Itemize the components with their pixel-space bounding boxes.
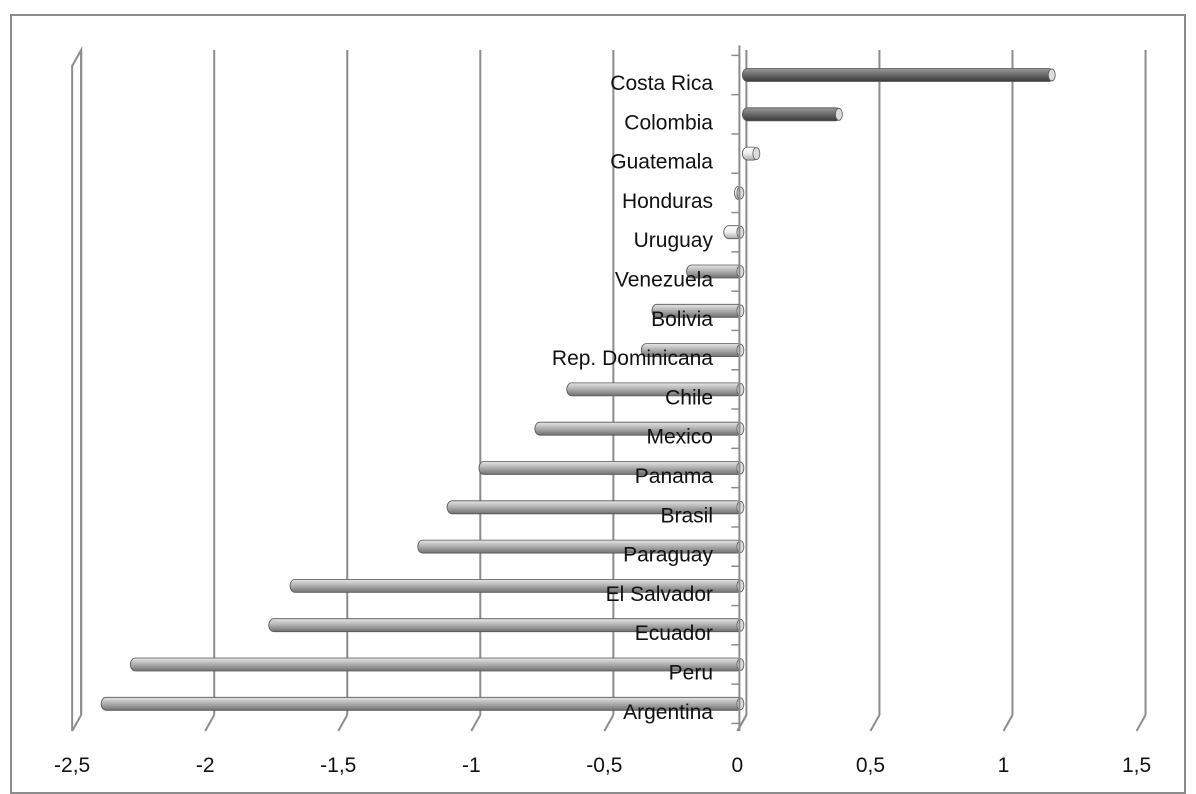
category-label-honduras: Honduras [622, 190, 713, 213]
category-label-guatemala: Guatemala [610, 151, 713, 174]
category-label-colombia: Colombia [624, 111, 713, 134]
x-tick-labels: -2,5 -2 -1,5 -1 -0,5 0 0,5 1 1,5 [54, 754, 1151, 777]
x-tick-label: -1,5 [320, 754, 356, 777]
category-label-mexico: Mexico [646, 426, 713, 449]
category-label-panama: Panama [635, 465, 714, 488]
category-label-ecuador: Ecuador [635, 622, 713, 645]
floor-grid-segment [71, 714, 83, 732]
bar-colombia [742, 107, 843, 122]
category-label-venezuela: Venezuela [615, 269, 713, 292]
x-tick-label: 0 [732, 754, 744, 777]
bars [100, 68, 1056, 711]
bar-uruguay [723, 225, 745, 240]
bar-panama [478, 461, 745, 475]
bar-argentina [100, 696, 745, 711]
category-label-uruguay: Uruguay [634, 229, 714, 252]
floor-grid-segment [204, 714, 216, 732]
floor-grid-segment [869, 714, 881, 732]
floor-grid-segment [470, 714, 482, 732]
x-tick-label: -2 [196, 754, 215, 777]
floor-grid-segment [1002, 714, 1014, 732]
x-tick-label: 1 [998, 754, 1010, 777]
category-label-brasil: Brasil [660, 504, 713, 527]
floor-grid-segment [1135, 714, 1147, 732]
floor-grid-segment [337, 714, 349, 732]
x-tick-label: -0,5 [586, 754, 622, 777]
category-label-bolivia: Bolivia [651, 308, 713, 331]
floor-grid-segment [603, 714, 615, 732]
x-tick-label: -1 [462, 754, 481, 777]
category-label-argentina: Argentina [623, 701, 713, 724]
category-label-rep-dominicana: Rep. Dominicana [552, 347, 713, 370]
category-label-chile: Chile [665, 386, 713, 409]
bar-costa-rica [742, 68, 1056, 82]
category-label-costa-rica: Costa Rica [610, 72, 713, 95]
x-tick-label: -2,5 [54, 754, 90, 777]
category-label-el-salvador: El Salvador [606, 583, 713, 606]
side-wall [71, 46, 83, 731]
category-label-peru: Peru [669, 662, 713, 685]
bar-guatemala [742, 146, 761, 161]
bar-chile [566, 382, 745, 397]
x-tick-label: 1,5 [1122, 754, 1151, 777]
axes [731, 45, 748, 732]
category-labels: Costa Rica Colombia Guatemala Honduras Urugu… [552, 72, 714, 724]
bar-peru [129, 657, 745, 672]
category-label-paraguay: Paraguay [623, 544, 713, 567]
x-tick-label: 0,5 [856, 754, 885, 777]
